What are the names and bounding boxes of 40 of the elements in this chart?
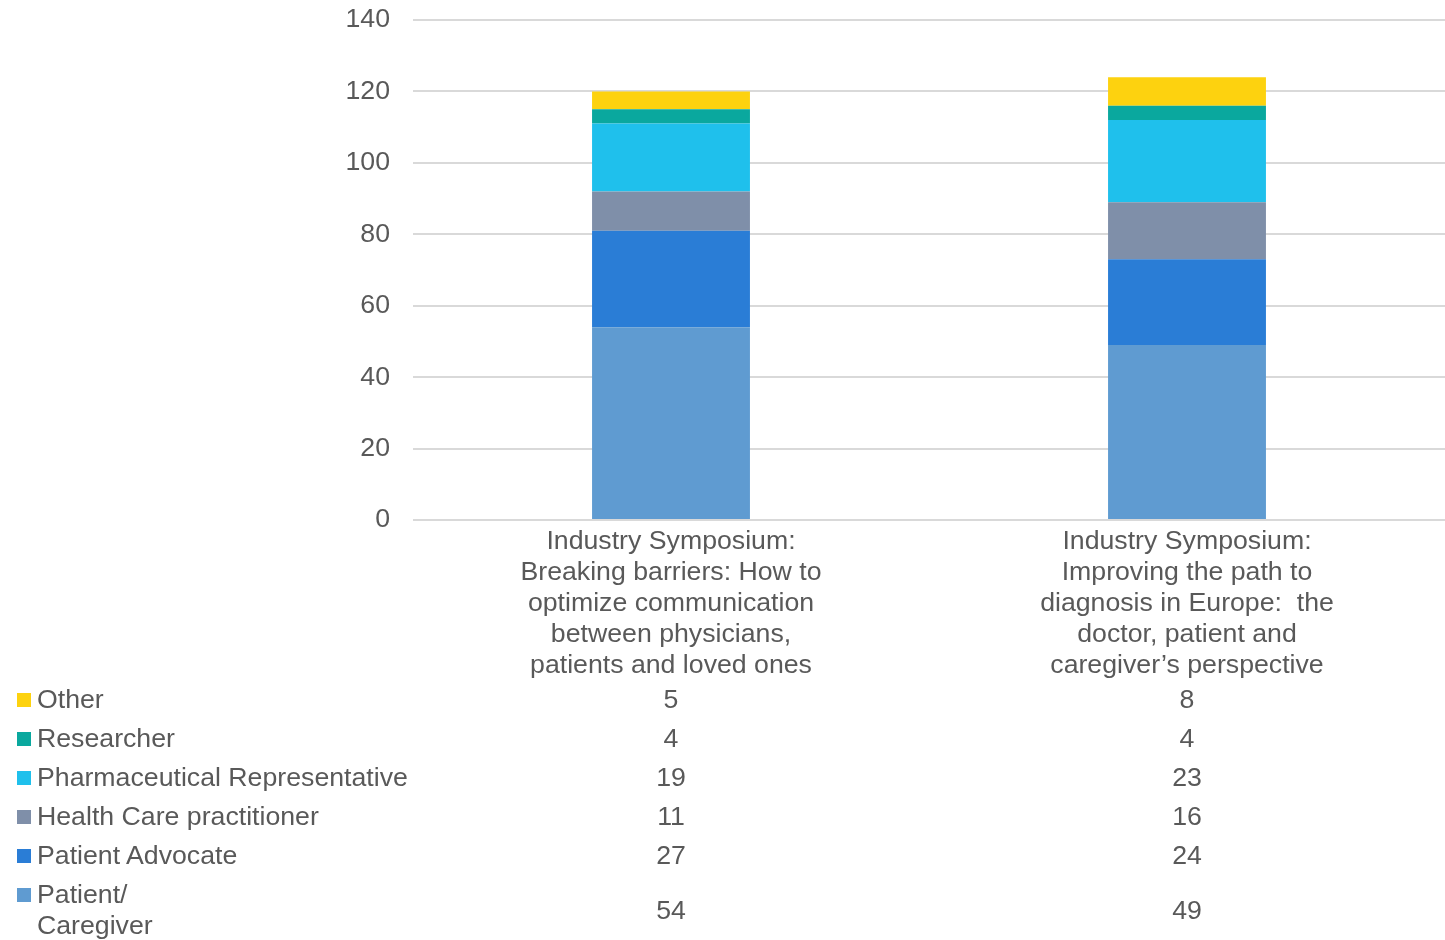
data-label: 8 xyxy=(1179,684,1195,715)
legend-label: Patient/ Caregiver xyxy=(37,879,153,940)
data-label: 16 xyxy=(1172,801,1202,832)
legend-label: Patient Advocate xyxy=(37,840,238,871)
legend-label: Pharmaceutical Representative xyxy=(37,762,408,793)
bar xyxy=(592,230,750,328)
bar xyxy=(1108,77,1266,106)
y-tick-label: 20 xyxy=(360,431,390,462)
bar xyxy=(592,191,750,231)
y-tick-label: 140 xyxy=(345,3,390,34)
bar xyxy=(592,327,750,519)
legend-label: Health Care practitioner xyxy=(37,801,319,832)
bar xyxy=(1108,105,1266,120)
y-tick-label: 0 xyxy=(375,503,390,534)
x-tick-label: Industry Symposium: Improving the path to diagnosis in Europe: the doctor, patient and caregiver’s perspective xyxy=(1040,524,1334,679)
y-tick-label: 120 xyxy=(345,74,390,105)
data-label: 19 xyxy=(656,762,686,793)
data-label: 27 xyxy=(656,840,686,871)
y-tick-label: 60 xyxy=(360,289,390,320)
bar xyxy=(592,91,750,110)
data-label: 4 xyxy=(1179,723,1195,754)
bar xyxy=(1108,202,1266,260)
bar xyxy=(1108,120,1266,203)
data-label: 4 xyxy=(663,723,679,754)
y-tick-label: 40 xyxy=(360,360,390,391)
y-tick-label: 80 xyxy=(360,217,390,248)
legend-label: Researcher xyxy=(37,723,175,754)
data-label: 23 xyxy=(1172,762,1202,793)
data-label: 11 xyxy=(657,801,685,832)
legend-label: Other xyxy=(37,684,104,715)
x-tick-label: Industry Symposium: Breaking barriers: How to optimize communication between physicians, patients and loved ones xyxy=(520,524,822,679)
data-label: 54 xyxy=(656,894,686,926)
bar xyxy=(1108,259,1266,345)
data-label: 5 xyxy=(663,684,679,715)
data-label: 49 xyxy=(1172,894,1202,926)
bar xyxy=(1108,345,1266,519)
bar xyxy=(592,123,750,192)
bar xyxy=(592,109,750,124)
data-label: 24 xyxy=(1172,840,1202,871)
y-tick-label: 100 xyxy=(345,146,390,177)
